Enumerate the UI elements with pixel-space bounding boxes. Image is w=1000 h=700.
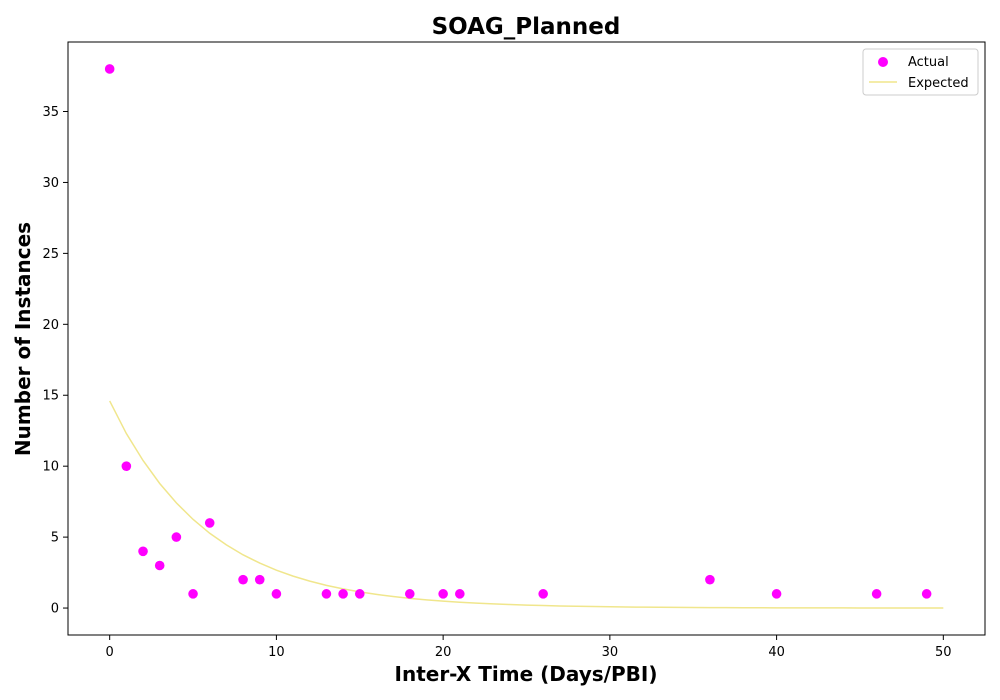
data-point	[138, 546, 148, 557]
plot-area	[68, 42, 985, 635]
data-point	[254, 574, 265, 585]
data-point	[921, 589, 932, 599]
y-tick-label: 15	[42, 389, 59, 404]
data-point	[338, 589, 348, 599]
data-point	[354, 589, 365, 599]
data-point	[154, 560, 165, 571]
data-point	[871, 589, 882, 599]
data-point	[404, 589, 415, 599]
expected-line	[109, 400, 944, 609]
data-point	[321, 589, 332, 599]
legend-label-actual: Actual	[908, 55, 949, 70]
x-tick-label: 20	[435, 645, 452, 660]
data-point	[271, 589, 282, 599]
data-point	[238, 574, 248, 585]
data-point	[538, 589, 548, 599]
data-point	[104, 64, 115, 74]
y-axis-label: Number of Instances	[11, 222, 35, 456]
data-point	[771, 589, 782, 599]
y-tick-label: 35	[42, 105, 59, 120]
x-axis: 0 10 20 30 40 50	[106, 635, 952, 660]
x-tick-label: 50	[935, 645, 952, 660]
x-tick-label: 0	[106, 645, 114, 660]
y-tick-label: 25	[42, 247, 59, 262]
y-tick-label: 20	[42, 318, 59, 333]
y-tick-label: 5	[51, 531, 59, 546]
x-tick-label: 10	[268, 645, 285, 660]
legend-box	[862, 48, 979, 96]
y-axis: 0 5 10 15 20 25 30 35	[42, 105, 68, 617]
legend: Actual Expected	[862, 48, 979, 96]
x-tick-label: 40	[768, 645, 785, 660]
x-tick-label: 30	[602, 645, 619, 660]
legend-label-expected: Expected	[908, 76, 969, 91]
chart-title: SOAG_Planned	[432, 14, 621, 40]
y-tick-label: 10	[42, 460, 59, 475]
y-tick-label: 30	[42, 176, 59, 191]
data-point	[171, 532, 182, 542]
data-point	[204, 518, 215, 528]
data-point	[455, 589, 465, 599]
y-tick-label: 0	[51, 602, 59, 617]
plot-content	[104, 64, 944, 609]
legend-marker-actual	[878, 57, 888, 67]
data-point	[121, 461, 132, 471]
plot-frame	[67, 41, 986, 636]
data-point	[438, 589, 448, 599]
data-point	[188, 589, 198, 599]
data-point	[705, 574, 715, 585]
x-axis-label: Inter-X Time (Days/PBI)	[395, 662, 658, 686]
